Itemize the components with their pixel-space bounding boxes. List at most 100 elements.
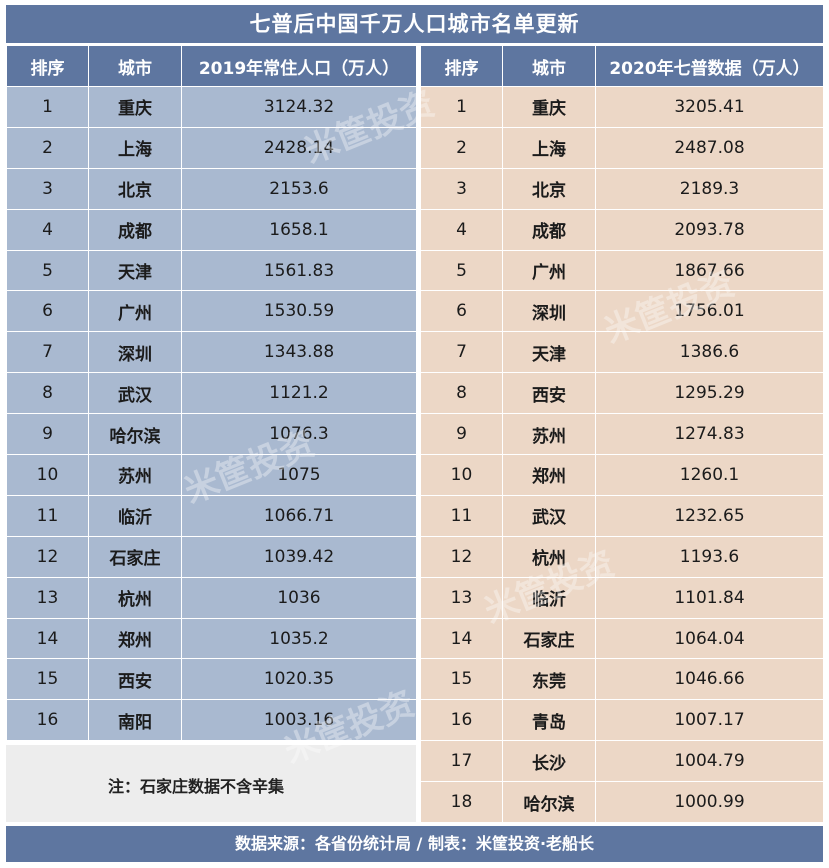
population-cell: 1076.3 <box>181 413 417 456</box>
population-cell: 1036 <box>181 576 417 619</box>
header-city: 城市 <box>502 45 596 87</box>
rank-cell: 16 <box>6 699 89 742</box>
city-cell: 天津 <box>88 249 182 292</box>
city-cell: 石家庄 <box>502 617 596 660</box>
table-row: 1 重庆 3205.41 <box>420 86 824 128</box>
city-cell: 临沂 <box>88 494 182 537</box>
table-row: 2 上海 2487.08 <box>420 126 824 169</box>
rank-cell: 12 <box>6 535 89 578</box>
header-rank: 排序 <box>6 45 89 87</box>
table-row: 1 重庆 3124.32 <box>6 86 417 128</box>
table-header-row: 排序 城市 2020年七普数据（万人） <box>420 45 824 87</box>
population-cell: 1101.84 <box>595 576 824 619</box>
city-cell: 北京 <box>502 167 596 210</box>
header-population-2019: 2019年常住人口（万人） <box>181 45 417 87</box>
population-cell: 1020.35 <box>181 658 417 701</box>
population-cell: 1007.17 <box>595 699 824 742</box>
rank-cell: 9 <box>6 413 89 456</box>
city-cell: 深圳 <box>88 331 182 374</box>
table-2020: 排序 城市 2020年七普数据（万人） 1 重庆 3205.41 2 上海 2487.08… <box>420 45 824 824</box>
population-cell: 1003.16 <box>181 699 417 742</box>
rank-cell: 3 <box>6 167 89 210</box>
population-cell: 1658.1 <box>181 208 417 251</box>
rank-cell: 13 <box>420 576 503 619</box>
city-cell: 北京 <box>88 167 182 210</box>
rank-cell: 9 <box>420 413 503 456</box>
table-row: 6 广州 1530.59 <box>6 290 417 333</box>
population-cell: 1343.88 <box>181 331 417 374</box>
page-title: 七普后中国千万人口城市名单更新 <box>6 5 823 43</box>
table-row: 7 深圳 1343.88 <box>6 331 417 374</box>
rank-cell: 3 <box>420 167 503 210</box>
city-cell: 长沙 <box>502 740 596 783</box>
table-row: 11 武汉 1232.65 <box>420 494 824 537</box>
population-cell: 1561.83 <box>181 249 417 292</box>
city-cell: 西安 <box>502 372 596 415</box>
source-footer: 数据来源：各省份统计局 / 制表：米筐投资·老船长 <box>6 826 823 862</box>
population-cell: 1295.29 <box>595 372 824 415</box>
rank-cell: 15 <box>420 658 503 701</box>
table-row: 16 南阳 1003.16 <box>6 699 417 742</box>
population-cell: 1075 <box>181 454 417 496</box>
table-row: 11 临沂 1066.71 <box>6 494 417 537</box>
population-cell: 3205.41 <box>595 86 824 128</box>
city-cell: 郑州 <box>88 617 182 660</box>
table-row: 14 郑州 1035.2 <box>6 617 417 660</box>
table-row: 2 上海 2428.14 <box>6 126 417 169</box>
city-cell: 广州 <box>88 290 182 333</box>
city-cell: 杭州 <box>88 576 182 619</box>
city-cell: 西安 <box>88 658 182 701</box>
population-cell: 1386.6 <box>595 331 824 374</box>
city-cell: 石家庄 <box>88 535 182 578</box>
population-cell: 1064.04 <box>595 617 824 660</box>
table-2019: 排序 城市 2019年常住人口（万人） 1 重庆 3124.32 2 上海 2428.14… <box>6 45 417 742</box>
rank-cell: 4 <box>420 208 503 251</box>
table-row: 13 杭州 1036 <box>6 576 417 619</box>
footnote: 注：石家庄数据不含辛集 <box>108 777 285 796</box>
table-row: 3 北京 2153.6 <box>6 167 417 210</box>
header-city: 城市 <box>88 45 182 87</box>
table-row: 18 哈尔滨 1000.99 <box>420 781 824 824</box>
rank-cell: 12 <box>420 535 503 578</box>
population-cell: 2093.78 <box>595 208 824 251</box>
rank-cell: 8 <box>6 372 89 415</box>
rank-cell: 17 <box>420 740 503 783</box>
population-cell: 1756.01 <box>595 290 824 333</box>
population-cell: 3124.32 <box>181 86 417 128</box>
city-cell: 深圳 <box>502 290 596 333</box>
population-cell: 1232.65 <box>595 494 824 537</box>
table-row: 10 苏州 1075 <box>6 454 417 496</box>
population-cell: 2428.14 <box>181 126 417 169</box>
city-cell: 成都 <box>502 208 596 251</box>
table-row: 17 长沙 1004.79 <box>420 740 824 783</box>
population-cell: 2487.08 <box>595 126 824 169</box>
table-row: 13 临沂 1101.84 <box>420 576 824 619</box>
header-population-2020: 2020年七普数据（万人） <box>595 45 824 87</box>
table-row: 8 武汉 1121.2 <box>6 372 417 415</box>
rank-cell: 10 <box>6 454 89 496</box>
city-cell: 哈尔滨 <box>88 413 182 456</box>
city-cell: 杭州 <box>502 535 596 578</box>
city-cell: 天津 <box>502 331 596 374</box>
rank-cell: 6 <box>420 290 503 333</box>
rank-cell: 5 <box>420 249 503 292</box>
rank-cell: 8 <box>420 372 503 415</box>
table-row: 12 杭州 1193.6 <box>420 535 824 578</box>
population-cell: 1066.71 <box>181 494 417 537</box>
population-cell: 1039.42 <box>181 535 417 578</box>
rank-cell: 7 <box>6 331 89 374</box>
table-row: 8 西安 1295.29 <box>420 372 824 415</box>
rank-cell: 1 <box>6 86 89 128</box>
city-cell: 苏州 <box>502 413 596 456</box>
table-row: 16 青岛 1007.17 <box>420 699 824 742</box>
table-header-row: 排序 城市 2019年常住人口（万人） <box>6 45 417 87</box>
rank-cell: 14 <box>420 617 503 660</box>
rank-cell: 16 <box>420 699 503 742</box>
table-row: 12 石家庄 1039.42 <box>6 535 417 578</box>
rank-cell: 5 <box>6 249 89 292</box>
city-cell: 苏州 <box>88 454 182 496</box>
city-cell: 青岛 <box>502 699 596 742</box>
note-area <box>6 745 416 822</box>
population-cell: 1193.6 <box>595 535 824 578</box>
city-cell: 武汉 <box>502 494 596 537</box>
